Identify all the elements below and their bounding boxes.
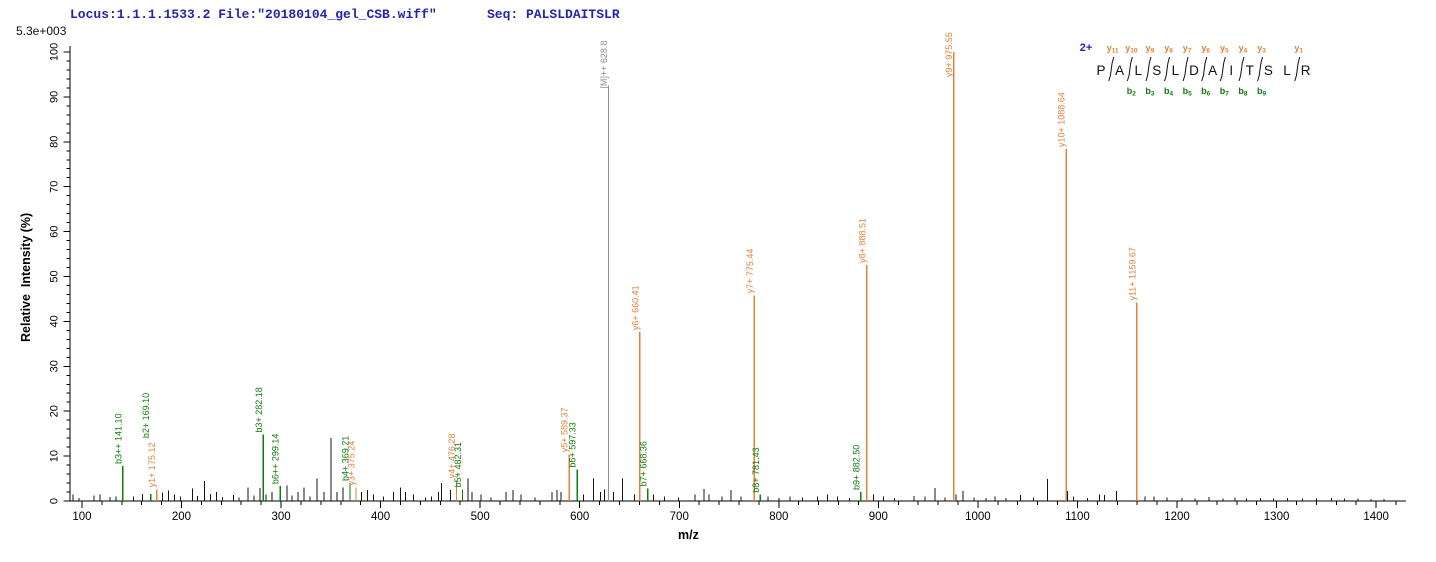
b-ion-label: b6 [1201,86,1211,98]
residue-letter: D [1189,63,1199,78]
peak-label: b6+ 597.33 [568,422,578,467]
b-ion-label: b7 [1220,86,1230,98]
y-tick-label: 10 [49,450,61,462]
peak-label: b5+ 482.31 [453,442,463,487]
peak-label: b3++ 141.10 [113,413,123,464]
x-tick-label: 600 [570,511,589,523]
cleavage-mark [1219,56,1226,82]
x-tick-label: 1200 [1164,511,1190,523]
spectrum-locus-file-header: Locus:1.1.1.1533.2 File:"20180104_gel_CS… [70,7,437,22]
residue-letter: S [1152,63,1161,78]
residue-letter: L [1283,63,1291,78]
b-ion-label: b2 [1127,86,1137,98]
residue-letter: L [1172,63,1180,78]
y-ion-label: y9 [1146,43,1155,55]
residue-letter: I [1229,63,1233,78]
x-tick-label: 1400 [1363,511,1389,523]
cleavage-mark [1201,56,1208,82]
peak-label: y4+ 476.28 [447,434,457,479]
cleavage-mark [1182,56,1189,82]
peak-label: y6+ 660.41 [630,285,640,330]
axes: 100 200 300 400 500 600 700 800 900 1000 1100 1200 1… [49,43,1406,523]
x-tick-label: 400 [371,511,390,523]
peak-label: y8+ 888.51 [857,218,867,263]
residue-letter: A [1115,63,1124,78]
peak-label: b4+ 369.21 [340,436,350,481]
b-ion-label: b3 [1145,86,1155,98]
x-tick-label: 1300 [1264,511,1290,523]
y-tick-label: 100 [49,43,61,61]
b-ion-label: b5 [1183,86,1193,98]
x-tick-label: 800 [769,511,788,523]
y-tick-label: 60 [49,225,61,237]
peak-label: b8+ 781.43 [751,447,761,492]
peak-label: y11+ 1159.67 [1127,247,1137,300]
residue-letter: R [1301,63,1311,78]
peak-label: b3+ 282.18 [254,387,264,432]
peak-label: b7+ 668.36 [638,441,648,486]
cleavage-mark [1145,56,1152,82]
y-ion-label: y4 [1239,43,1248,55]
peak-label: b6++ 299.14 [271,434,281,485]
peak-label: y9+ 975.55 [944,32,954,77]
peak-label: y5+ 589.37 [560,408,570,453]
y-tick-label: 30 [49,360,61,372]
peak-label: y7+ 775.44 [745,249,755,294]
max-intensity-annotation: 5.3e+003 [16,24,67,38]
y-tick-label: 40 [49,315,61,327]
y-tick-label: 70 [49,181,61,193]
cleavage-mark [1108,56,1115,82]
y-tick-label: 0 [49,498,61,504]
peak-label: y3+ 375.24 [346,441,356,486]
y-tick-label: 50 [49,270,61,282]
peak-label: y10+ 1088.64 [1057,92,1067,147]
x-tick-label: 1100 [1065,511,1090,523]
peak-label: [M]++ 628.8 [599,41,609,89]
x-tick-label: 300 [271,511,290,523]
x-tick-label: 900 [869,511,888,523]
y-tick-label: 20 [49,405,61,417]
y-ion-label: y7 [1183,43,1192,55]
y-tick-label: 90 [49,91,61,103]
peak-label: b2+ 169.10 [141,393,151,438]
cleavage-mark [1164,56,1171,82]
y-tick-label: 80 [49,136,61,148]
residue-letter: S [1264,63,1273,78]
x-tick-label: 100 [72,511,91,523]
x-tick-label: 500 [471,511,490,523]
peptide-sequence-header: Seq: PALSLDAITSLR [487,7,620,22]
peak-label: b9+ 882.50 [851,445,861,490]
x-tick-label: 1000 [965,511,991,523]
y-ion-label: y8 [1164,43,1173,55]
y-ion-label: y1 [1294,43,1303,55]
fragment-peaks [122,52,1138,501]
peak-label: y1+ 175.12 [147,443,157,488]
cleavage-mark [1126,56,1133,82]
cleavage-mark [1238,56,1245,82]
y-ion-label: y5 [1220,43,1229,55]
residue-letter: A [1208,63,1217,78]
residue-letter: P [1096,63,1105,78]
y-ion-label: y6 [1201,43,1210,55]
precursor-charge-label: 2+ [1080,42,1093,54]
y-ion-label: y10 [1125,43,1138,55]
b-ion-label: b9 [1257,86,1267,98]
cleavage-mark [1294,56,1301,82]
x-tick-label: 200 [172,511,191,523]
noise-peaks [72,438,1385,501]
x-tick-label: 700 [670,511,689,523]
peak-labels: b3++ 141.10 b2+ 169.10 y1+ 175.12 b3+ 282.1… [113,32,1137,493]
y-ion-label: y11 [1107,43,1119,55]
y-ion-label: y3 [1257,43,1266,55]
cleavage-mark [1257,56,1264,82]
residue-letter: L [1134,63,1142,78]
b-ion-label: b8 [1238,86,1248,98]
b-ion-label: b4 [1164,86,1174,98]
residue-letter: T [1246,63,1254,78]
x-axis-title: m/z [678,528,699,542]
